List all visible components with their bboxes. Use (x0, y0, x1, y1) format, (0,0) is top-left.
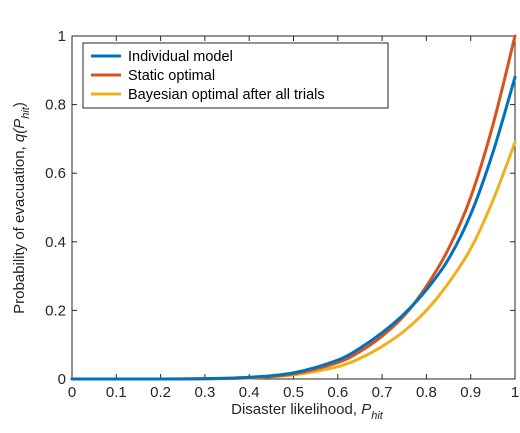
x-tick-label: 0.5 (283, 384, 304, 401)
y-tick-label: 0.8 (45, 97, 66, 114)
y-tick-label: 0.2 (45, 302, 66, 319)
legend-box (82, 42, 389, 109)
y-tick-label: 1 (58, 28, 66, 45)
x-axis-label-var: P (361, 401, 371, 418)
legend: Individual model Static optimal Bayesian o… (82, 42, 389, 109)
x-tick-label: 0.8 (416, 384, 437, 401)
x-tick-label: 0.2 (150, 384, 171, 401)
y-axis-label: Probability of evacuation, q(Phit) (11, 102, 32, 314)
x-tick-label: 0.6 (327, 384, 348, 401)
x-tick-label: 1 (511, 384, 519, 401)
x-tick-label: 0 (68, 384, 76, 401)
x-tick-label: 0.1 (106, 384, 127, 401)
y-axis-label-sub: hit (20, 106, 32, 119)
y-axis-label-main: Probability of evacuation, (11, 142, 28, 314)
y-tick-label: 0 (58, 371, 66, 388)
legend-label: Bayesian optimal after all trials (128, 87, 325, 103)
y-axis-label-var: q(P (11, 119, 28, 142)
x-axis-label-sub: hit (371, 410, 384, 422)
x-axis-label: Disaster likelihood, Phit (231, 401, 384, 422)
x-axis-ticks: 0 0.1 0.2 0.3 0.4 0.5 0.6 0.7 0.8 0.9 1 (68, 36, 519, 401)
x-tick-label: 0.4 (239, 384, 260, 401)
y-axis-label-close: ) (11, 102, 28, 107)
x-tick-label: 0.7 (372, 384, 393, 401)
legend-label: Static optimal (128, 68, 215, 84)
series-lines (70, 34, 517, 381)
y-tick-label: 0.4 (45, 234, 66, 251)
x-axis-label-main: Disaster likelihood, (231, 401, 361, 418)
x-tick-label: 0.9 (460, 384, 481, 401)
y-tick-label: 0.6 (45, 165, 66, 182)
x-tick-label: 0.3 (194, 384, 215, 401)
y-axis-ticks: 0 0.2 0.4 0.6 0.8 1 (45, 28, 515, 388)
legend-label: Individual model (128, 49, 233, 65)
series-line-individual-model (70, 75, 517, 381)
